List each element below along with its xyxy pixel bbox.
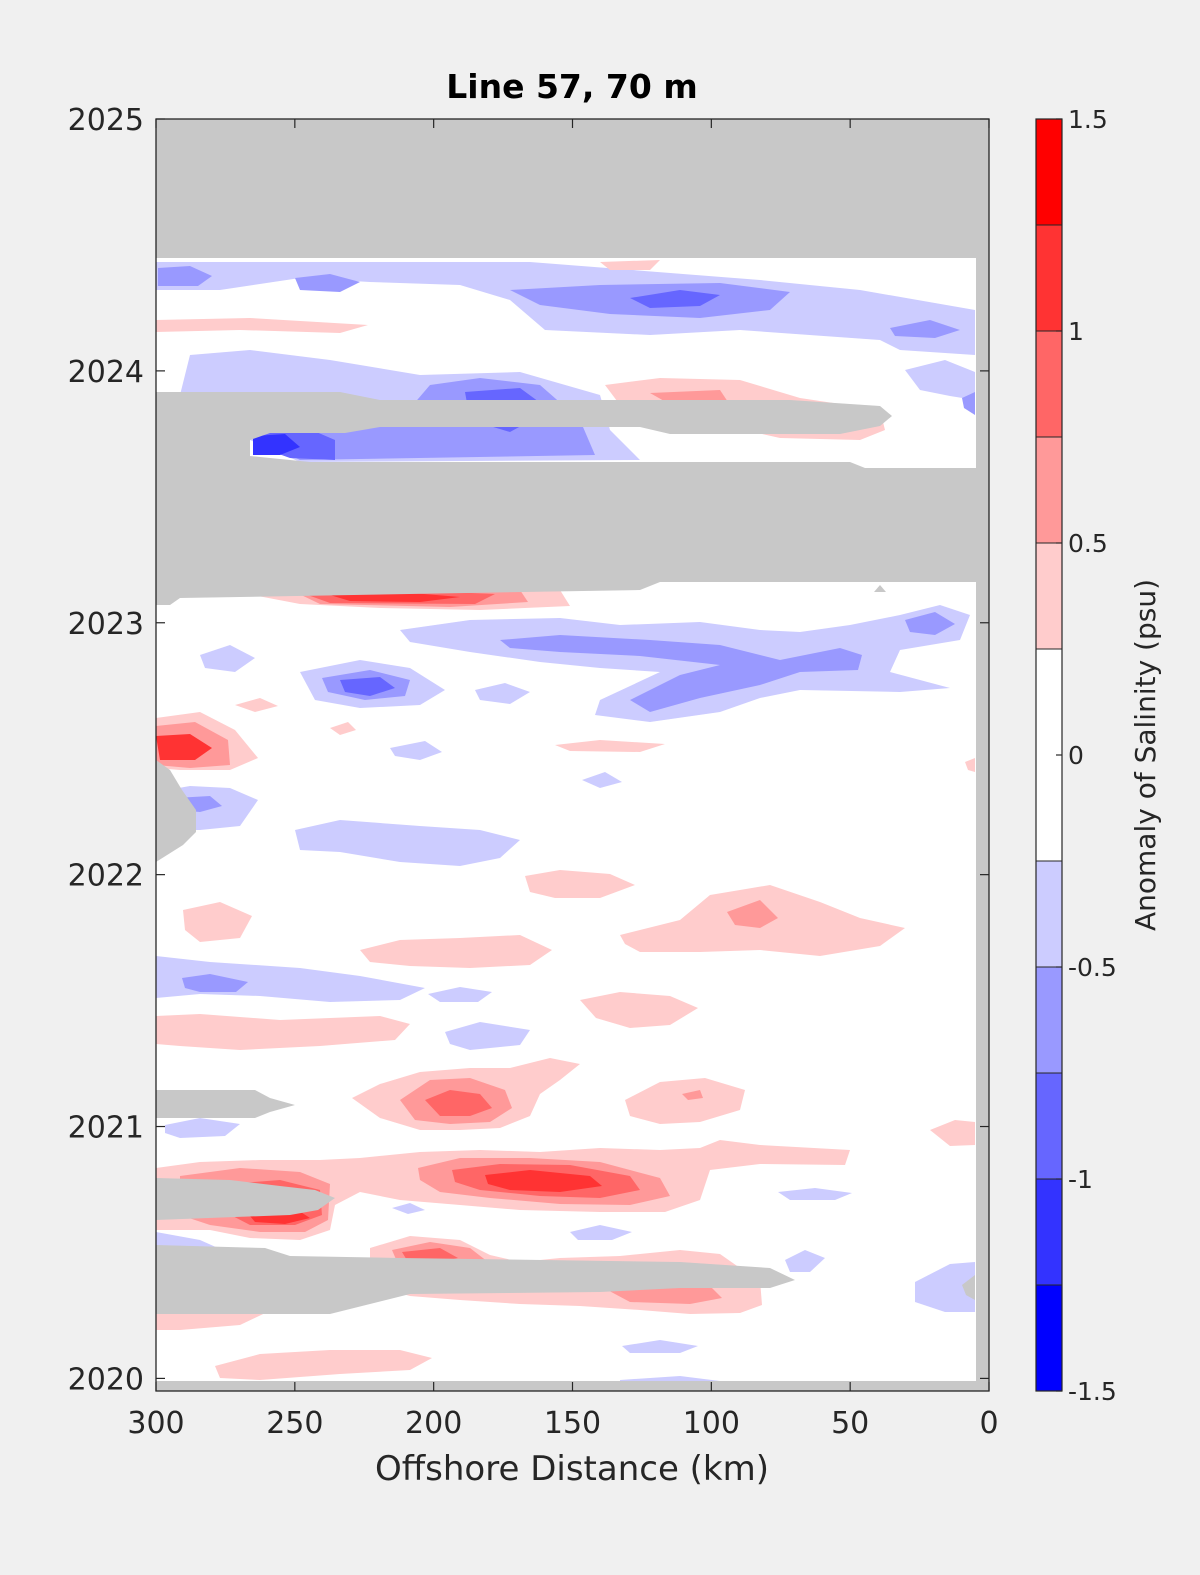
no-data-region: [156, 119, 989, 258]
x-tick-label: 50: [831, 1406, 869, 1441]
contour-fill: [253, 434, 300, 455]
contour-fill: [600, 260, 660, 270]
contour-fill: [156, 318, 368, 333]
x-tick-label: 250: [266, 1406, 323, 1441]
contour-fill: [630, 290, 720, 308]
x-tick-label: 150: [544, 1406, 601, 1441]
y-tick-label: 2025: [68, 103, 144, 138]
contour-fill: [785, 1250, 825, 1272]
contour-field: [156, 119, 989, 1391]
colorbar-tick-label: 1.5: [1068, 105, 1108, 134]
colorbar-swatch: [1036, 967, 1062, 1073]
y-tick-label: 2022: [68, 859, 144, 894]
contour-fill: [890, 320, 960, 338]
contour-fill: [445, 1022, 530, 1050]
contour-fill: [156, 734, 212, 760]
contour-fill: [425, 1090, 492, 1116]
contour-fill: [905, 360, 975, 400]
no-data-region: [962, 1275, 975, 1300]
contour-fill: [905, 612, 955, 635]
contour-fill: [930, 1120, 975, 1146]
colorbar-swatch: [1036, 331, 1062, 437]
contour-fill: [156, 1014, 410, 1050]
y-tick-label: 2021: [68, 1111, 144, 1146]
contour-fill: [525, 870, 635, 898]
colorbar-swatch: [1036, 225, 1062, 331]
x-axis: 300 250 200 150 100 50 0: [127, 119, 999, 1441]
contour-fill: [778, 1188, 852, 1200]
contour-fill: [582, 772, 622, 788]
contour-fill: [330, 722, 356, 735]
colorbar-tick-label: -0.5: [1068, 953, 1117, 982]
no-data-region: [156, 1245, 795, 1314]
contour-fill: [360, 935, 552, 968]
colorbar-swatches: [1036, 119, 1062, 1391]
colorbar-swatch: [1036, 1073, 1062, 1179]
no-data-region: [156, 760, 196, 862]
contour-fill: [165, 1118, 240, 1138]
contour-fill: [215, 1350, 432, 1380]
contour-fill: [555, 740, 665, 752]
colorbar-swatch: [1036, 437, 1062, 543]
colorbar-swatch: [1036, 119, 1062, 225]
contour-fill: [428, 987, 492, 1002]
colorbar-tick-label: -1: [1068, 1165, 1093, 1194]
contour-fill: [182, 974, 248, 992]
contour-fill: [400, 605, 970, 722]
colorbar-tick-label: -1.5: [1068, 1377, 1117, 1406]
x-tick-label: 200: [405, 1406, 462, 1441]
contour-fill: [965, 758, 975, 772]
contour-fill: [500, 635, 862, 712]
colorbar-tick-label: 0.5: [1068, 529, 1108, 558]
chart-title: Line 57, 70 m: [446, 67, 697, 106]
contour-fill: [915, 1262, 975, 1312]
contour-fill: [392, 1203, 425, 1214]
contour-fill: [200, 645, 255, 672]
contour-fill: [390, 741, 442, 760]
y-axis: 2020 2021 2022 2023 2024 2025: [68, 103, 989, 1397]
colorbar-tick-label: 0: [1068, 741, 1084, 770]
colorbar-ticks: -1.5 -1 -0.5 0 0.5 1 1.5: [1056, 105, 1117, 1406]
x-tick-label: 0: [979, 1406, 998, 1441]
contour-fill: [620, 1376, 720, 1382]
contour-fill: [235, 698, 278, 712]
y-tick-label: 2023: [68, 607, 144, 642]
colorbar-swatch: [1036, 1179, 1062, 1285]
colorbar-swatch: [1036, 543, 1062, 649]
contour-fill: [295, 274, 360, 292]
contour-fill: [962, 392, 975, 415]
colorbar-label: Anomaly of Salinity (psu): [1129, 579, 1162, 931]
x-tick-label: 300: [127, 1406, 184, 1441]
colorbar-tick-label: 1: [1068, 317, 1084, 346]
contour-fill: [340, 677, 395, 696]
contour-fill: [485, 1170, 602, 1192]
y-tick-label: 2020: [68, 1362, 144, 1397]
no-data-region: [156, 392, 976, 605]
contour-fill: [727, 900, 778, 928]
no-data-region: [976, 258, 989, 1391]
no-data-region: [874, 585, 886, 592]
contour-fill: [156, 262, 975, 355]
x-tick-label: 100: [683, 1406, 740, 1441]
plot-area: 300 250 200 150 100 50 0 202020212022202320242…: [68, 103, 999, 1441]
no-data-region: [156, 1178, 335, 1220]
x-axis-label: Offshore Distance (km): [375, 1449, 769, 1489]
contour-fill: [625, 1078, 745, 1124]
colorbar-swatch: [1036, 861, 1062, 967]
y-tick-label: 2024: [68, 355, 144, 390]
colorbar: -1.5 -1 -0.5 0 0.5 1 1.5 Anomaly of Salinity (…: [1035, 105, 1162, 1406]
contour-fill: [622, 1340, 698, 1353]
contour-fill: [570, 1225, 632, 1240]
contour-fill: [158, 266, 212, 286]
contour-fill: [475, 683, 530, 704]
contour-fill: [580, 992, 698, 1028]
contour-fill: [295, 820, 520, 866]
colorbar-swatch: [1036, 1285, 1062, 1391]
contour-fill: [682, 1090, 703, 1100]
contour-fill: [183, 902, 252, 942]
no-data-region: [156, 1090, 295, 1118]
